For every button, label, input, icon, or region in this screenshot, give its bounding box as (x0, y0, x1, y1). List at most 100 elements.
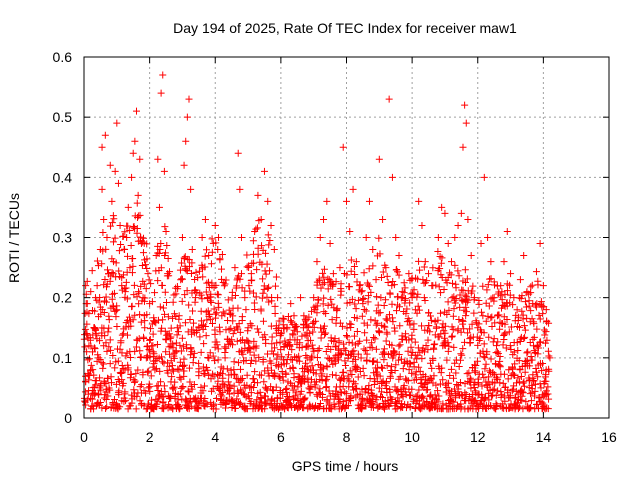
data-point (470, 381, 478, 389)
data-point (91, 307, 99, 315)
data-point (201, 215, 209, 223)
data-point (247, 360, 255, 368)
data-point (214, 356, 222, 364)
data-point (132, 370, 140, 378)
data-point (426, 312, 434, 320)
data-point (450, 398, 458, 406)
data-point (86, 336, 94, 344)
data-point (132, 405, 140, 413)
data-point (203, 364, 211, 372)
data-point (451, 359, 459, 367)
data-point (202, 332, 210, 340)
data-point (157, 89, 165, 97)
data-point (102, 396, 110, 404)
data-point (119, 382, 127, 390)
data-point (388, 368, 396, 376)
data-point (375, 384, 383, 392)
data-point (438, 274, 446, 282)
data-point (131, 137, 139, 145)
data-point (484, 234, 492, 241)
data-point (532, 368, 540, 376)
data-point (107, 222, 115, 230)
data-point (295, 357, 303, 365)
data-point (420, 394, 428, 402)
data-point (499, 379, 507, 387)
data-point (161, 223, 169, 231)
data-point (266, 236, 274, 244)
data-point (364, 281, 372, 289)
data-point (511, 360, 519, 368)
data-point (174, 328, 182, 336)
data-point (318, 376, 326, 384)
data-point (524, 348, 532, 356)
data-point (134, 191, 142, 199)
data-point (218, 312, 226, 320)
data-point (522, 398, 530, 406)
data-point (83, 330, 91, 338)
data-point (293, 328, 301, 336)
data-point (230, 358, 238, 366)
data-point (215, 323, 223, 331)
data-point (500, 330, 508, 338)
x-tick-label: 6 (277, 429, 285, 445)
data-point (205, 252, 213, 260)
data-point (362, 346, 370, 354)
data-point (446, 372, 454, 380)
data-point (406, 359, 414, 367)
data-point (207, 315, 215, 323)
grid-lines (84, 57, 609, 418)
data-point (212, 405, 220, 413)
data-point (320, 215, 328, 223)
data-point (471, 387, 479, 395)
data-point (199, 273, 207, 281)
data-point (541, 326, 549, 334)
data-point (152, 252, 160, 260)
data-point (207, 290, 215, 298)
data-point (396, 373, 404, 381)
data-point (170, 354, 178, 362)
data-point (148, 396, 156, 404)
data-point (144, 367, 152, 375)
data-point (448, 279, 456, 287)
data-point (193, 289, 201, 297)
data-point (445, 306, 453, 314)
data-point (162, 227, 170, 235)
data-point (177, 384, 185, 392)
x-tick-label: 16 (601, 429, 617, 445)
data-point (207, 260, 215, 268)
data-point (216, 328, 224, 336)
data-point (95, 354, 103, 362)
data-point (276, 338, 284, 346)
data-point (413, 293, 421, 301)
y-tick-label: 0.3 (53, 230, 73, 246)
data-point (154, 397, 162, 405)
data-point (85, 342, 93, 350)
data-point (231, 404, 239, 412)
data-point (206, 349, 214, 357)
data-point (534, 277, 542, 285)
data-point (172, 348, 180, 356)
data-point (151, 366, 159, 374)
data-point (410, 363, 418, 371)
data-point (105, 270, 113, 278)
data-point (448, 333, 456, 341)
data-point (161, 249, 169, 257)
data-point (363, 336, 371, 344)
data-point (425, 322, 433, 330)
data-point (96, 399, 104, 407)
data-point (158, 353, 166, 361)
data-point (369, 398, 377, 406)
data-point (434, 248, 442, 256)
data-point (138, 381, 146, 389)
data-point (116, 403, 124, 411)
data-point (253, 325, 261, 333)
data-point (383, 330, 391, 338)
data-points (80, 71, 554, 413)
data-point (356, 282, 364, 290)
data-point (258, 294, 266, 302)
data-point (179, 362, 187, 370)
data-point (420, 294, 428, 302)
data-point (234, 149, 242, 157)
data-point (235, 359, 243, 367)
data-point (96, 374, 104, 382)
